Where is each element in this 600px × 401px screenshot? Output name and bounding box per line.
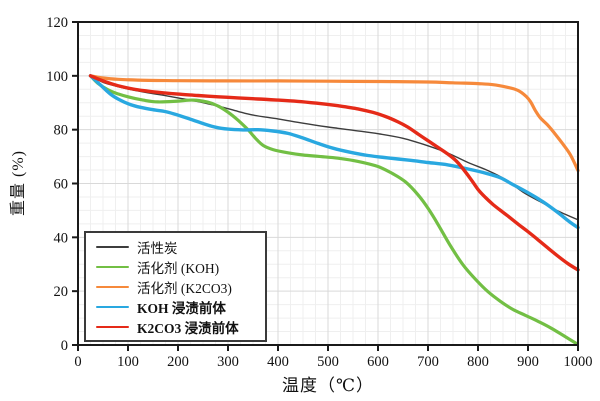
x-tick-label: 700 <box>417 354 439 370</box>
y-tick-label: 0 <box>61 338 68 354</box>
y-tick-label: 20 <box>54 284 69 300</box>
legend-line-sample <box>96 285 129 289</box>
x-tick-label: 0 <box>74 354 81 370</box>
legend-item-k2co3-impregnated-precursor: K2CO3 浸渍前体 <box>96 317 259 337</box>
x-tick-label: 1000 <box>564 354 593 370</box>
legend-line-sample <box>96 265 129 269</box>
x-tick-label: 500 <box>317 354 339 370</box>
x-tick-label: 300 <box>217 354 239 370</box>
y-tick-label: 40 <box>54 230 69 246</box>
legend-label: 活化剂 (KOH) <box>137 261 220 276</box>
curve-k2co3-impregnated-precursor <box>88 74 580 272</box>
legend-label: KOH 浸渍前体 <box>137 301 226 316</box>
x-tick-label: 900 <box>517 354 539 370</box>
legend-label: K2CO3 浸渍前体 <box>137 321 239 336</box>
x-tick-label: 600 <box>367 354 389 370</box>
x-tick-label: 800 <box>467 354 489 370</box>
curve-activator-k2co3 <box>88 74 580 173</box>
x-axis-title: 温度（℃） <box>281 376 375 395</box>
legend-line-sample <box>96 305 129 309</box>
legend-item-koh-impregnated-precursor: KOH 浸渍前体 <box>96 297 259 317</box>
legend-label: 活化剂 (K2CO3) <box>137 281 232 296</box>
legend-item-activator-k2co3: 活化剂 (K2CO3) <box>96 277 259 297</box>
y-tick-label: 100 <box>46 69 68 85</box>
y-tick-label: 80 <box>54 123 69 139</box>
legend-label: 活性炭 <box>137 241 178 256</box>
legend-line-sample <box>96 325 129 329</box>
legend: 活性炭活化剂 (KOH) 活化剂 (K2CO3) KOH 浸渍前体 K2CO3 浸渍前… <box>84 231 267 342</box>
y-tick-label: 120 <box>46 15 68 31</box>
x-tick-label: 200 <box>167 354 189 370</box>
x-tick-label: 400 <box>267 354 289 370</box>
y-tick-label: 60 <box>54 177 69 193</box>
legend-item-activated-carbon: 活性炭 <box>96 237 259 257</box>
legend-item-activator-koh: 活化剂 (KOH) <box>96 257 259 277</box>
curve-koh-impregnated-precursor <box>88 74 580 230</box>
legend-line-sample <box>96 246 129 248</box>
curve-activator-koh <box>88 74 579 346</box>
x-tick-label: 100 <box>117 354 139 370</box>
y-axis-title: 重量 (%) <box>10 150 27 216</box>
